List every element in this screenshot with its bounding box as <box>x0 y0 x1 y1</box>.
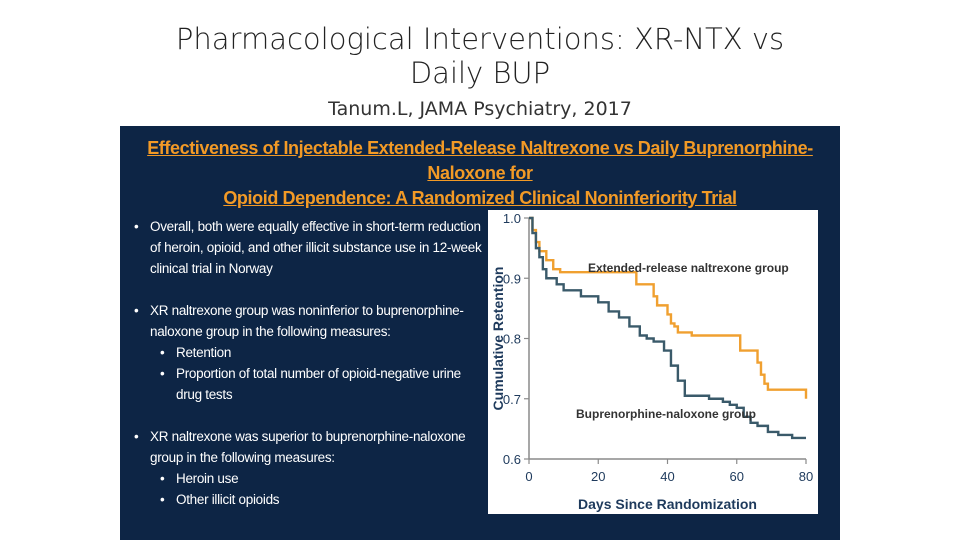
y-axis-label: Cumulative Retention <box>490 267 506 411</box>
bullet-item: XR naltrexone group was noninferior to b… <box>132 300 487 342</box>
panel-heading-line2: Opioid Dependence: A Randomized Clinical… <box>223 188 737 208</box>
y-tick-label: 0.9 <box>503 271 521 286</box>
sub-bullet-item: Heroin use <box>132 468 487 489</box>
bullet-list: Overall, both were equally effective in … <box>132 216 487 510</box>
y-tick-label: 0.6 <box>503 452 521 467</box>
series-label-buprenorphine: Buprenorphine-naloxone group <box>576 407 756 421</box>
retention-chart-svg: 0.6 0.7 0.8 0.9 1.0 0 20 40 60 80 Days Since Rando… <box>490 211 813 512</box>
x-tick-label: 80 <box>799 469 813 484</box>
series-line-naltrexone <box>529 216 808 399</box>
panel-heading-line1: Effectiveness of Injectable Extended-Rel… <box>147 138 813 183</box>
sub-bullet-item: Retention <box>132 342 487 363</box>
slide-title-line2: Daily BUP <box>409 56 551 90</box>
y-tick-label: 0.7 <box>503 392 521 407</box>
sub-bullet-item: Proportion of total number of opioid-neg… <box>132 363 487 405</box>
y-tick-label: 1.0 <box>503 211 521 226</box>
panel-heading: Effectiveness of Injectable Extended-Rel… <box>120 136 840 211</box>
x-tick-label: 0 <box>525 469 532 484</box>
series-line-buprenorphine <box>529 216 806 440</box>
slide-title: Pharmacological Interventions: XR-NTX vs… <box>150 22 810 90</box>
x-tick-label: 20 <box>591 469 605 484</box>
slide-title-line1: Pharmacological Interventions: XR-NTX vs <box>175 22 785 56</box>
bullet-item: Overall, both were equally effective in … <box>132 216 487 279</box>
sub-bullet-item: Other illicit opioids <box>132 489 487 510</box>
x-axis-label: Days Since Randomization <box>578 496 757 512</box>
bullet-item: XR naltrexone was superior to buprenorph… <box>132 426 487 468</box>
slide-subtitle: Tanum.L, JAMA Psychiatry, 2017 <box>328 98 632 120</box>
retention-chart: 0.6 0.7 0.8 0.9 1.0 0 20 40 60 80 Days Since Rando… <box>488 210 818 514</box>
y-tick-label: 0.8 <box>503 332 521 347</box>
series-label-naltrexone: Extended-release naltrexone group <box>588 261 789 275</box>
x-tick-label: 40 <box>660 469 674 484</box>
x-tick-label: 60 <box>730 469 744 484</box>
